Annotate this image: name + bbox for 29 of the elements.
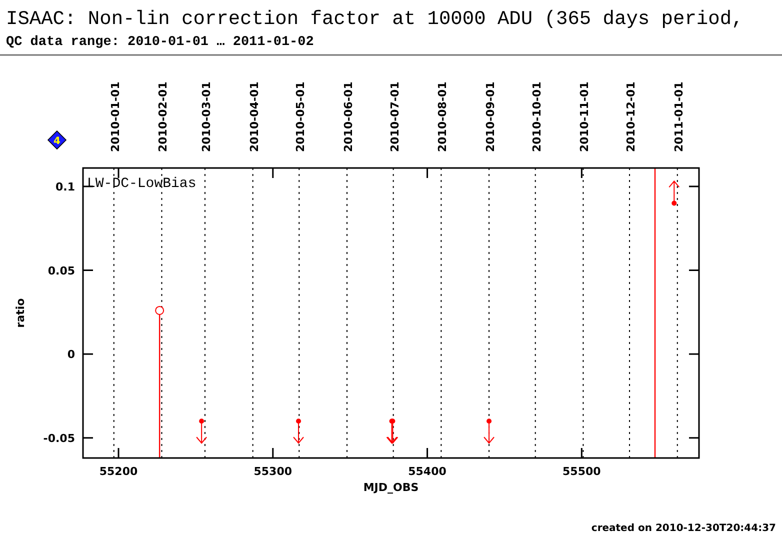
- x-tick-label: 55400: [408, 465, 447, 478]
- x2-tick-label: 2011-01-01: [672, 82, 686, 152]
- y-tick-label: 0.1: [56, 180, 75, 194]
- chart-title: ISAAC: Non-lin correction factor at 10000 ADU (365 days period,: [6, 8, 744, 30]
- x-tick-label: 55300: [254, 465, 292, 478]
- x2-tick-label: 2010-06-01: [342, 82, 355, 152]
- x-tick-label: 55500: [562, 465, 602, 478]
- x-axis-title: MJD_OBS: [363, 481, 419, 494]
- point: [155, 306, 164, 315]
- y-tick-label: -0.05: [43, 432, 75, 445]
- x2-tick-label: 2010-05-01: [294, 82, 308, 152]
- x2-tick-label: 2010-02-01: [156, 82, 170, 152]
- text: 4: [54, 136, 61, 147]
- x2-tick-label: 2010-04-01: [248, 82, 261, 152]
- chart-subtitle: QC data range: 2010-01-01 … 2011-01-02: [6, 35, 314, 50]
- x2-tick-label: 2010-08-01: [436, 82, 450, 152]
- x2-tick-label: 2010-09-01: [484, 82, 498, 152]
- y-tick-label: 0: [67, 348, 76, 362]
- x2-tick-label: 2010-11-01: [578, 82, 592, 152]
- y-tick-label: 0.05: [48, 264, 75, 278]
- x2-tick-label: 2010-07-01: [388, 82, 402, 152]
- x-tick-label: 55200: [99, 465, 138, 478]
- y-axis-title: ratio: [14, 298, 27, 328]
- x2-tick-label: 2010-10-01: [530, 82, 544, 152]
- x2-tick-label: 2010-03-01: [200, 82, 213, 152]
- text: created on 2010-12-30T20:44:37: [591, 523, 776, 534]
- x2-tick-label: 2010-12-01: [624, 82, 638, 152]
- x2-tick-label: 2010-01-01: [108, 82, 122, 152]
- annotation: LW-DC-LowBias: [87, 176, 196, 192]
